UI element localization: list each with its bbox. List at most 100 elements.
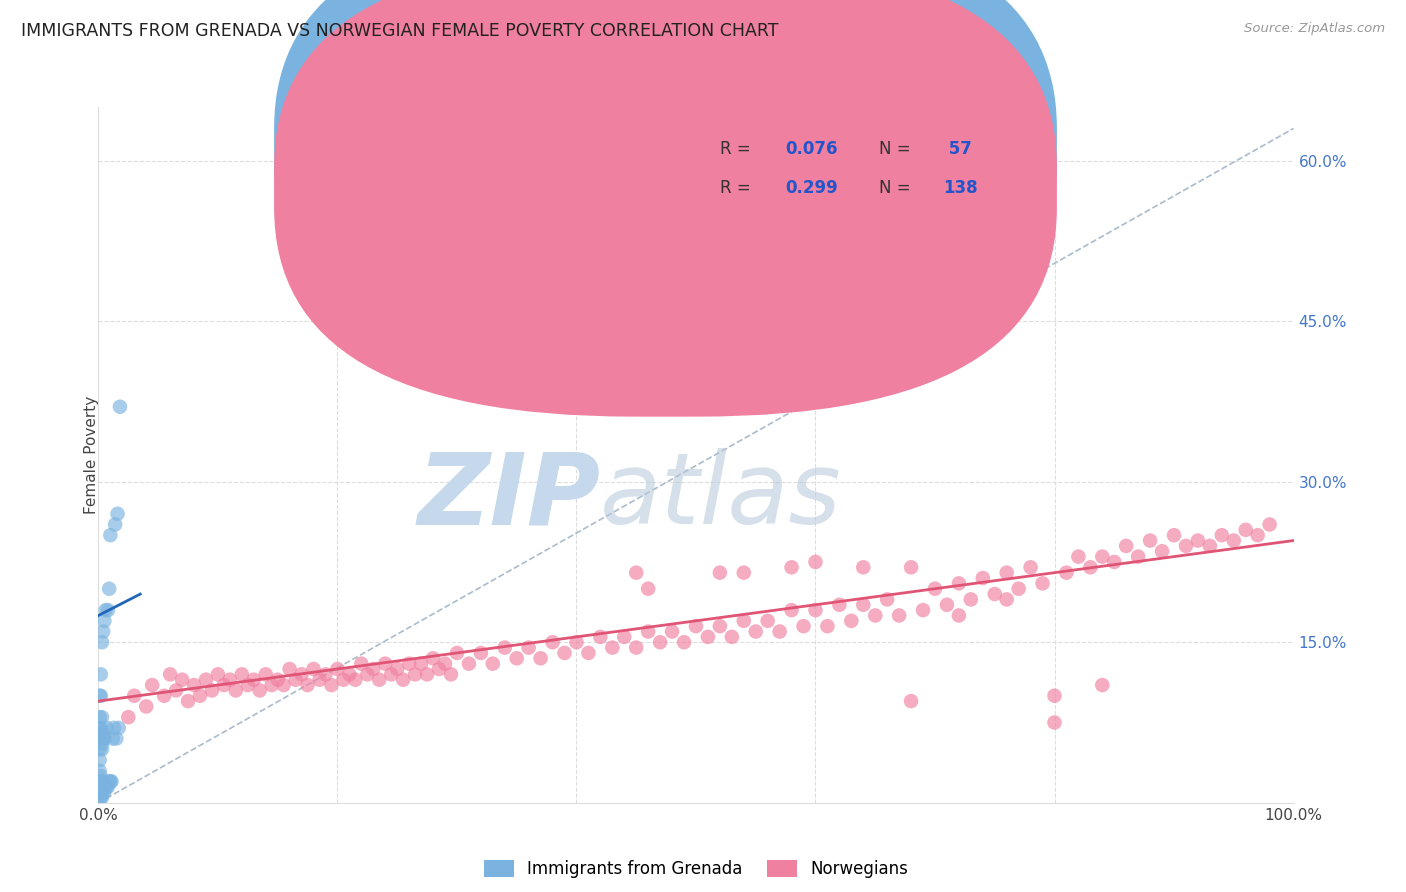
Point xyxy=(93,614,115,628)
Point xyxy=(91,790,114,805)
Point xyxy=(177,694,200,708)
Point xyxy=(89,753,111,767)
Point xyxy=(243,673,266,687)
Point xyxy=(135,699,157,714)
Point xyxy=(201,683,224,698)
Point xyxy=(697,630,720,644)
Point xyxy=(107,721,129,735)
Point xyxy=(1211,528,1233,542)
Point xyxy=(1222,533,1246,548)
Point xyxy=(96,721,118,735)
Point xyxy=(273,678,295,692)
Point xyxy=(768,624,790,639)
Point xyxy=(637,582,659,596)
Point xyxy=(1043,689,1066,703)
Point xyxy=(90,721,112,735)
Point xyxy=(96,780,118,794)
Point xyxy=(89,721,111,735)
Point xyxy=(91,731,114,746)
Point xyxy=(1139,533,1161,548)
Point xyxy=(90,731,112,746)
Point xyxy=(284,673,307,687)
Point xyxy=(91,785,114,799)
Point xyxy=(852,560,875,574)
Point xyxy=(321,678,343,692)
Point xyxy=(91,737,114,751)
Text: Source: ZipAtlas.com: Source: ZipAtlas.com xyxy=(1244,22,1385,36)
Point xyxy=(1019,560,1042,574)
Point xyxy=(141,678,163,692)
Point xyxy=(494,640,516,655)
Point xyxy=(94,603,117,617)
FancyBboxPatch shape xyxy=(274,0,1057,417)
Point xyxy=(446,646,468,660)
Point xyxy=(117,710,139,724)
Point xyxy=(709,619,731,633)
Point xyxy=(1091,678,1114,692)
Point xyxy=(398,657,420,671)
Point xyxy=(291,667,314,681)
Point xyxy=(1007,582,1029,596)
Point xyxy=(972,571,994,585)
Point xyxy=(385,662,409,676)
Point xyxy=(344,673,367,687)
Text: ZIP: ZIP xyxy=(418,448,600,545)
Point xyxy=(90,667,112,681)
Point xyxy=(541,635,564,649)
Point xyxy=(780,560,803,574)
Point xyxy=(1054,566,1078,580)
Point xyxy=(124,689,146,703)
Point xyxy=(648,635,672,649)
Point xyxy=(89,785,111,799)
Point xyxy=(458,657,481,671)
Point xyxy=(97,603,120,617)
Point xyxy=(392,673,415,687)
Point xyxy=(984,587,1007,601)
Point xyxy=(793,619,815,633)
Point xyxy=(374,657,396,671)
Point xyxy=(506,651,529,665)
Point xyxy=(91,710,114,724)
Point xyxy=(756,614,779,628)
Point xyxy=(1246,528,1268,542)
Point xyxy=(90,780,112,794)
Point xyxy=(1258,517,1281,532)
Point xyxy=(637,624,659,639)
Point xyxy=(207,667,229,681)
Point xyxy=(1198,539,1220,553)
Point xyxy=(108,400,131,414)
Point xyxy=(780,603,803,617)
Point xyxy=(356,667,378,681)
Point xyxy=(254,667,277,681)
Point xyxy=(165,683,187,698)
Point xyxy=(815,619,838,633)
Point xyxy=(745,624,768,639)
Point xyxy=(98,582,121,596)
Point xyxy=(841,614,863,628)
Point xyxy=(194,673,218,687)
Text: R =: R = xyxy=(720,140,756,158)
Point xyxy=(1091,549,1114,564)
Point xyxy=(565,635,588,649)
Point xyxy=(529,651,551,665)
Point xyxy=(626,640,648,655)
Legend: Immigrants from Grenada, Norwegians: Immigrants from Grenada, Norwegians xyxy=(477,854,915,885)
Point xyxy=(685,619,707,633)
Point xyxy=(89,764,111,778)
Point xyxy=(517,640,540,655)
Point xyxy=(153,689,176,703)
Point xyxy=(404,667,426,681)
Point xyxy=(219,673,242,687)
Point xyxy=(733,614,755,628)
Text: N =: N = xyxy=(879,178,915,197)
Point xyxy=(172,673,194,687)
Point xyxy=(470,646,492,660)
Point xyxy=(733,566,755,580)
Point xyxy=(1175,539,1198,553)
Point xyxy=(91,774,114,789)
Point xyxy=(911,603,934,617)
Point xyxy=(613,630,636,644)
Point xyxy=(94,780,117,794)
Point xyxy=(804,555,827,569)
Text: R =: R = xyxy=(720,178,756,197)
